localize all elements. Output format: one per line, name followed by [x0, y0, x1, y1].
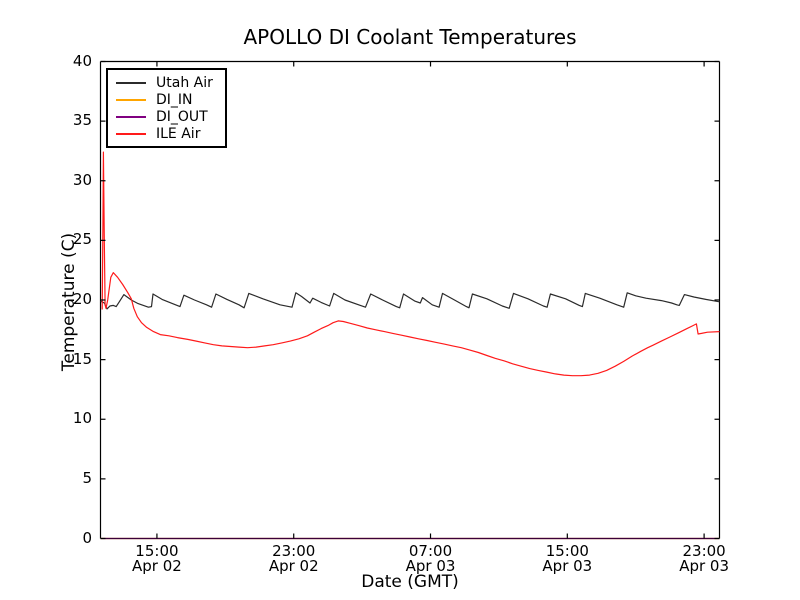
y-tick-label: 25	[72, 230, 92, 249]
chart-title: APOLLO DI Coolant Temperatures	[243, 25, 577, 49]
x-tick-label: 15:00 Apr 02	[112, 541, 202, 575]
y-tick-label: 10	[72, 409, 92, 428]
x-tick-label: 07:00 Apr 03	[386, 541, 476, 575]
x-tick-time: 23:00	[682, 541, 726, 560]
y-tick-label: 40	[72, 51, 92, 70]
y-tick-label: 30	[72, 170, 92, 189]
legend-label: DI_IN	[156, 91, 193, 108]
legend: Utah Air DI_IN DI_OUT ILE Air	[106, 68, 227, 148]
x-tick-time: 15:00	[545, 541, 589, 560]
x-tick-time: 23:00	[272, 541, 316, 560]
legend-label: Utah Air	[156, 74, 213, 91]
legend-line-swatch	[116, 115, 146, 118]
legend-line-swatch	[116, 81, 146, 84]
legend-item: DI_IN	[116, 91, 213, 108]
x-tick-date: Apr 03	[542, 556, 593, 575]
series-line-ile-air	[101, 151, 720, 377]
x-tick-label: 23:00 Apr 03	[659, 541, 749, 575]
x-tick-label: 23:00 Apr 02	[249, 541, 339, 575]
legend-item: DI_OUT	[116, 108, 213, 125]
x-tick-date: Apr 03	[679, 556, 730, 575]
x-tick-time: 15:00	[135, 541, 179, 560]
y-tick-label: 5	[82, 468, 92, 487]
legend-line-swatch	[116, 98, 146, 101]
series-line-utah-air	[100, 292, 720, 310]
legend-item: Utah Air	[116, 74, 213, 91]
x-tick-label: 15:00 Apr 03	[522, 541, 612, 575]
x-tick-date: Apr 03	[405, 556, 456, 575]
legend-item: ILE Air	[116, 125, 213, 142]
x-tick-date: Apr 02	[268, 556, 319, 575]
legend-label: DI_OUT	[156, 108, 208, 125]
legend-line-swatch	[116, 132, 146, 135]
y-tick-label: 15	[72, 349, 92, 368]
x-axis-label: Date (GMT)	[361, 572, 459, 592]
y-tick-label: 0	[82, 528, 92, 547]
y-tick-label: 35	[72, 111, 92, 130]
legend-label: ILE Air	[156, 125, 201, 142]
y-tick-label: 20	[72, 290, 92, 308]
x-tick-time: 07:00	[408, 541, 453, 560]
x-tick-date: Apr 02	[132, 556, 182, 575]
